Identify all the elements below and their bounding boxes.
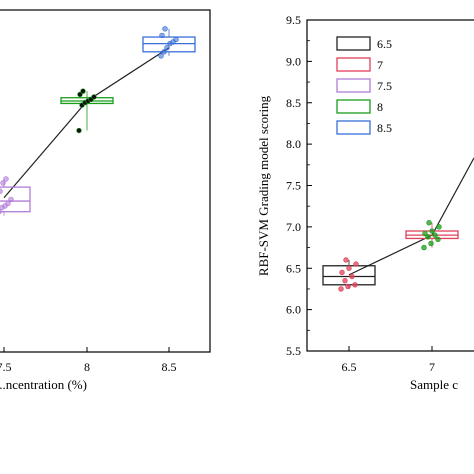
legend-label-7.5: 7.5	[377, 79, 392, 93]
left-x-axis-label: ...ncentration (%)	[0, 377, 87, 392]
data-point	[91, 94, 97, 100]
data-point	[426, 220, 432, 226]
data-point	[353, 261, 359, 267]
y-tick-label-9.5: 9.5	[286, 13, 301, 27]
data-point	[164, 44, 170, 51]
y-tick-label-6.5: 6.5	[286, 261, 301, 275]
data-point	[159, 32, 165, 39]
data-point	[339, 269, 345, 276]
data-point	[161, 49, 167, 55]
data-point	[346, 265, 352, 271]
data-point	[428, 240, 434, 247]
legend-label-7: 7	[377, 58, 383, 72]
legend-swatch-8	[336, 99, 371, 114]
x-tick-label-6.5: 6.5	[342, 360, 357, 374]
data-point	[0, 180, 6, 186]
data-point	[5, 200, 11, 207]
legend-swatch-6.5	[336, 36, 371, 51]
data-point	[3, 176, 9, 182]
data-point	[436, 224, 442, 230]
data-point	[76, 127, 82, 134]
y-tick-label-7.5: 7.5	[286, 179, 301, 193]
data-point	[162, 26, 168, 32]
data-point	[338, 286, 344, 292]
legend-swatch-8.5	[336, 120, 371, 135]
data-point	[77, 91, 83, 98]
data-point	[435, 236, 441, 242]
data-point	[0, 188, 3, 194]
right-y-axis-label: RBF-SVM Grading model scoring	[256, 95, 271, 276]
y-tick-label-7.0: 7.0	[286, 220, 301, 234]
legend-swatch-7	[336, 57, 371, 72]
data-point	[349, 273, 355, 280]
legend-label-8: 8	[377, 100, 383, 114]
data-point	[352, 282, 358, 288]
data-point	[425, 234, 431, 240]
legend-label-8.5: 8.5	[377, 121, 392, 135]
data-point	[345, 283, 351, 290]
legend-label-6.5: 6.5	[377, 37, 392, 51]
x-tick-label-8: 8	[84, 360, 90, 374]
trend-line	[3, 47, 170, 199]
x-tick-label-7: 7	[429, 360, 435, 374]
trend-line	[348, 157, 474, 276]
data-point	[429, 228, 435, 234]
right-plot-frame	[306, 19, 474, 352]
y-tick-label-8.0: 8.0	[286, 137, 301, 151]
right-chart: 5.5 6.0 6.5 7.0 7.5 8.0 8.5 9.0 9.5 6.5 7 RBF-SVM…	[256, 13, 474, 392]
y-tick-label-9.0: 9.0	[286, 54, 301, 68]
right-x-axis-label: Sample c	[410, 377, 458, 392]
y-tick-label-8.5: 8.5	[286, 96, 301, 110]
data-point	[342, 277, 348, 284]
y-tick-label-5.5: 5.5	[286, 344, 301, 358]
data-point	[8, 196, 14, 203]
data-point	[0, 209, 2, 215]
data-point	[422, 230, 428, 237]
y-tick-label-6.0: 6.0	[286, 303, 301, 317]
left-chart: 7.5 8 8.5 ...ncentration (%)	[0, 9, 211, 392]
x-tick-label-8.5: 8.5	[162, 360, 177, 374]
data-point	[158, 53, 164, 59]
x-tick-label-7.5: 7.5	[0, 360, 12, 374]
data-point	[80, 88, 86, 94]
legend: 6.5 7 7.5 8 8.5	[336, 36, 392, 135]
data-point	[432, 232, 438, 238]
data-point	[421, 244, 427, 251]
left-plot-frame	[0, 9, 211, 353]
data-point	[343, 257, 349, 263]
legend-swatch-7.5	[336, 78, 371, 93]
data-point	[173, 36, 179, 43]
